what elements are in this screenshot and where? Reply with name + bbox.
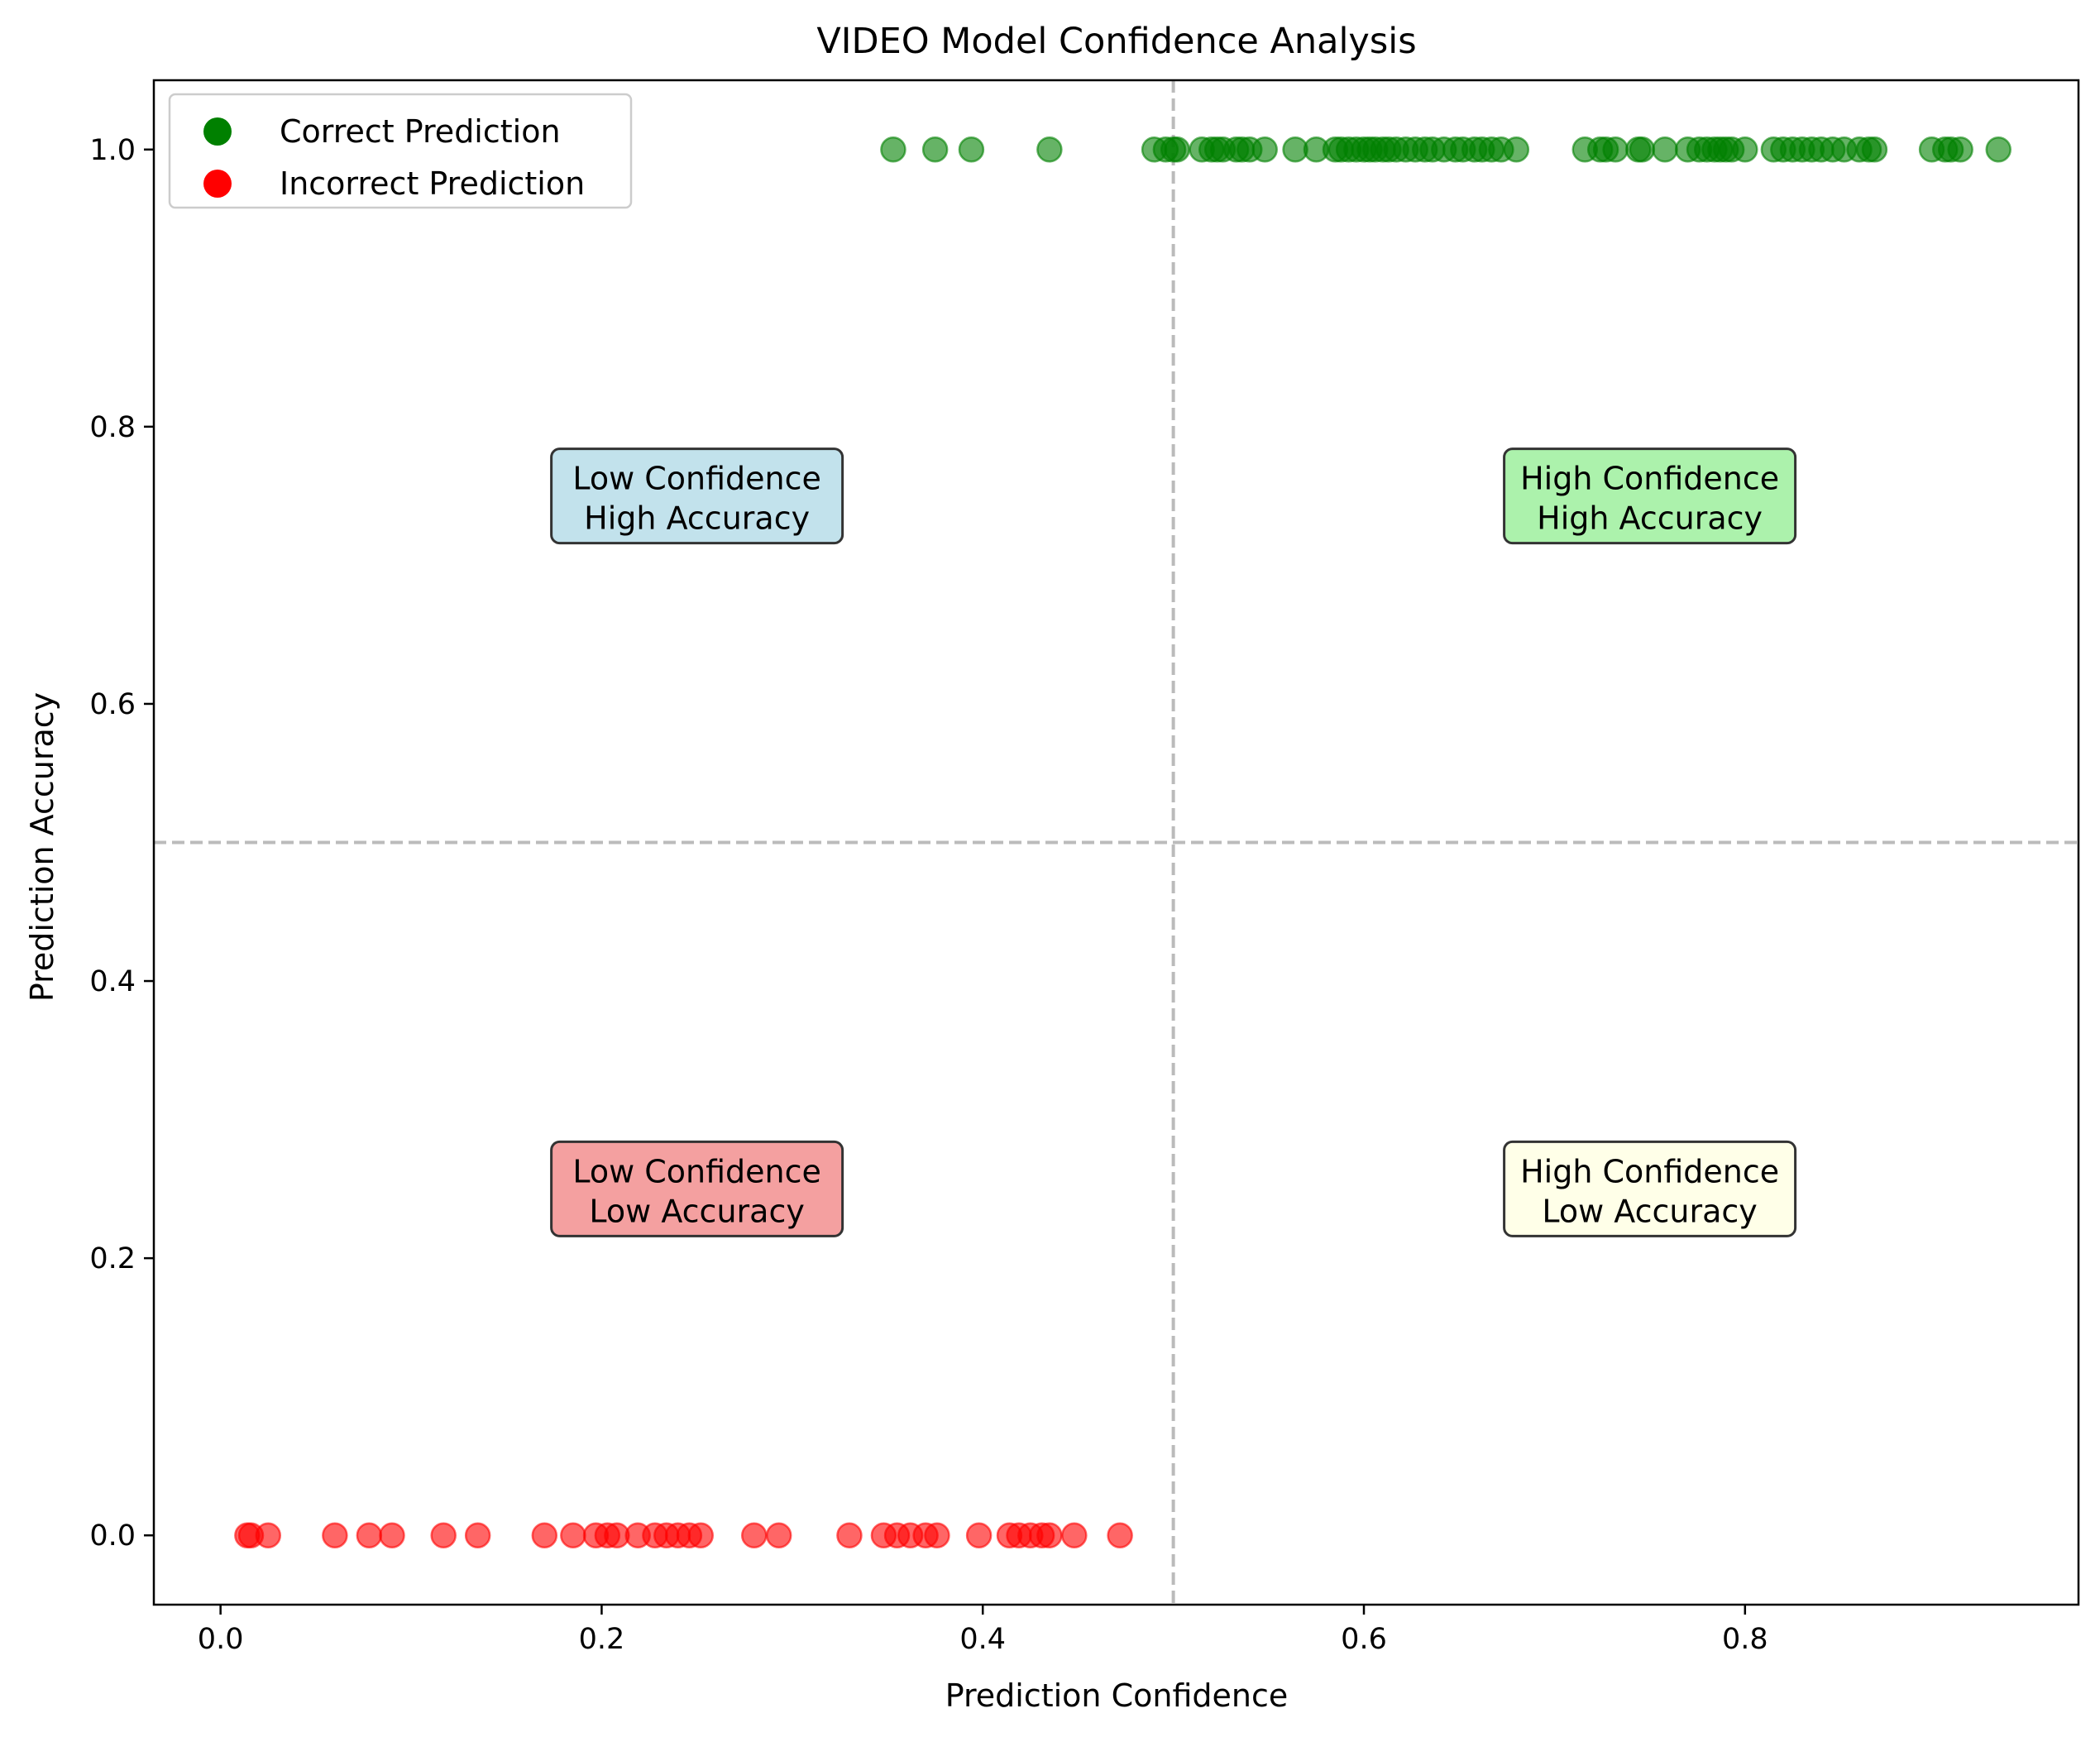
data-point bbox=[1732, 136, 1758, 163]
x-tick-label: 0.2 bbox=[579, 1623, 625, 1656]
y-tick-label: 0.0 bbox=[89, 1519, 136, 1553]
x-tick-label: 0.8 bbox=[1722, 1623, 1768, 1656]
series-correct bbox=[880, 136, 2012, 163]
data-point bbox=[924, 1522, 950, 1548]
chart-title: VIDEO Model Confidence Analysis bbox=[816, 21, 1416, 62]
axes-frame bbox=[152, 79, 2080, 1606]
data-point bbox=[430, 1522, 457, 1548]
data-point bbox=[464, 1522, 491, 1548]
y-axis-label: Prediction Accuracy bbox=[24, 692, 60, 1002]
data-point bbox=[1251, 136, 1278, 163]
y-tick-label: 0.2 bbox=[89, 1242, 136, 1275]
y-tick-label: 0.8 bbox=[89, 411, 136, 444]
data-point bbox=[880, 136, 906, 163]
data-point bbox=[356, 1522, 383, 1548]
data-point bbox=[1652, 136, 1678, 163]
legend-label-0: Correct Prediction bbox=[280, 113, 561, 150]
x-axis-label: Prediction Confidence bbox=[945, 1677, 1289, 1714]
data-point bbox=[1947, 136, 1973, 163]
data-point bbox=[958, 136, 985, 163]
quadrant-label-line1: High Confidence bbox=[1520, 461, 1779, 497]
quadrant-label-line2: Low Accuracy bbox=[1542, 1193, 1757, 1229]
y-tick-label: 0.6 bbox=[89, 688, 136, 721]
data-point bbox=[687, 1522, 714, 1548]
data-point bbox=[965, 1522, 993, 1548]
data-point bbox=[1061, 1522, 1088, 1548]
quadrant-label-line2: Low Accuracy bbox=[589, 1193, 804, 1229]
data-point bbox=[1861, 136, 1888, 163]
legend-marker-0 bbox=[203, 117, 232, 146]
quadrant-label-line2: High Accuracy bbox=[584, 500, 810, 537]
data-point bbox=[255, 1522, 281, 1548]
data-point bbox=[1985, 136, 2012, 163]
quadrant-label-line1: Low Confidence bbox=[572, 1153, 821, 1189]
legend-label-1: Incorrect Prediction bbox=[280, 165, 585, 202]
quadrant-label-line1: High Confidence bbox=[1520, 1153, 1779, 1189]
x-tick-label: 0.0 bbox=[198, 1623, 244, 1656]
y-tick-label: 0.4 bbox=[89, 965, 136, 998]
data-point bbox=[740, 1522, 768, 1548]
quadrant-label-3: High Confidence Low Accuracy bbox=[1503, 1140, 1797, 1237]
data-point bbox=[560, 1522, 586, 1548]
y-tick-label: 1.0 bbox=[89, 134, 136, 167]
quadrant-label-box bbox=[1503, 1140, 1797, 1237]
legend-marker-1 bbox=[203, 170, 232, 198]
quadrant-label-line2: High Accuracy bbox=[1537, 500, 1763, 537]
quadrant-label-2: Low Confidence Low Accuracy bbox=[550, 1140, 844, 1237]
data-point bbox=[921, 136, 949, 163]
series-incorrect bbox=[234, 1522, 1133, 1548]
quadrant-label-line1: Low Confidence bbox=[572, 461, 821, 497]
quadrant-label-box bbox=[550, 1140, 844, 1237]
data-point bbox=[765, 1522, 792, 1548]
data-point bbox=[836, 1522, 863, 1548]
quadrant-label-box bbox=[1503, 447, 1797, 545]
data-point bbox=[322, 1522, 348, 1548]
data-point bbox=[531, 1522, 558, 1548]
data-point bbox=[1036, 136, 1063, 163]
data-point bbox=[379, 1522, 405, 1548]
data-point bbox=[1503, 136, 1530, 163]
quadrant-label-box bbox=[550, 447, 844, 545]
data-point bbox=[1107, 1522, 1133, 1548]
legend: Correct Prediction Incorrect Prediction bbox=[168, 93, 633, 209]
legend-box bbox=[168, 93, 633, 209]
data-point bbox=[1629, 136, 1656, 163]
data-point bbox=[1164, 136, 1190, 163]
data-point bbox=[1602, 136, 1629, 163]
x-tick-label: 0.4 bbox=[959, 1623, 1006, 1656]
data-point bbox=[1036, 1522, 1063, 1548]
x-tick-label: 0.6 bbox=[1341, 1623, 1387, 1656]
